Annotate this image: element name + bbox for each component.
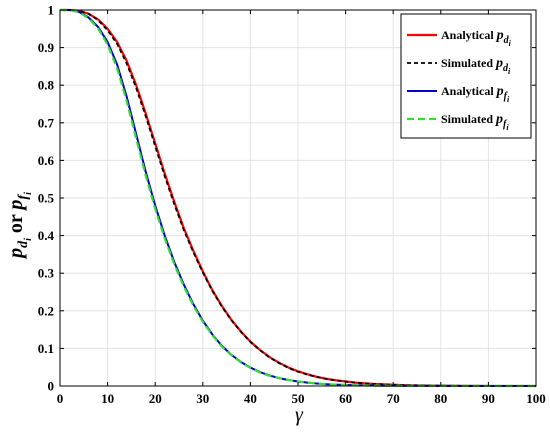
y-tick-label: 0 xyxy=(48,379,55,394)
y-label-sub1: d xyxy=(16,240,31,248)
legend-subsubscript: i xyxy=(507,95,510,104)
x-tick-label: 80 xyxy=(434,391,447,406)
legend-label-3: Analytical pfi xyxy=(441,84,510,104)
x-tick-label: 100 xyxy=(526,391,546,406)
legend-symbol: p xyxy=(496,28,504,43)
y-tick-label: 0.2 xyxy=(38,303,54,318)
y-tick-label: 0.8 xyxy=(38,78,55,93)
x-tick-label: 70 xyxy=(387,391,400,406)
x-tick-label: 50 xyxy=(292,391,305,406)
y-tick-label: 1 xyxy=(48,3,55,18)
legend-text: Simulated xyxy=(441,112,496,126)
legend-text: Simulated xyxy=(441,56,496,70)
y-tick-label: 0.6 xyxy=(38,153,55,168)
legend-label-1: Analytical pdi xyxy=(441,28,512,48)
y-tick-label: 0.9 xyxy=(38,40,55,55)
y-label-sub2: f xyxy=(16,194,31,200)
x-tick-label: 0 xyxy=(57,391,64,406)
y-tick-label: 0.1 xyxy=(38,341,54,356)
svg-text:pdi or pfi: pdi or pfi xyxy=(5,192,34,260)
y-label-subsub2: i xyxy=(23,192,34,195)
legend-subsubscript: i xyxy=(509,39,512,48)
legend-subscript: f xyxy=(504,91,509,102)
y-tick-label: 0.3 xyxy=(38,266,55,281)
x-tick-label: 20 xyxy=(149,391,162,406)
x-axis-label: γ xyxy=(295,404,304,426)
legend-label-4: Simulated pfi xyxy=(441,112,509,132)
x-tick-label: 10 xyxy=(101,391,114,406)
legend-symbol: p xyxy=(495,112,503,127)
legend-symbol: p xyxy=(496,84,504,99)
axis-ticks: 0 10 20 30 40 50 60 70 80 90 100 0 0.1 0.2 0.3 0.4 0.5 0.… xyxy=(38,3,546,407)
legend-subscript: f xyxy=(503,119,508,130)
y-tick-label: 0.5 xyxy=(38,191,55,206)
y-label-p2: p xyxy=(5,200,27,212)
y-label-p1: p xyxy=(5,248,27,260)
legend-label-2: Simulated pdi xyxy=(441,56,511,76)
legend-subscript: d xyxy=(504,35,510,46)
legend-text: Analytical xyxy=(441,84,497,98)
y-axis-label: pdi or pfi xyxy=(5,192,34,260)
y-tick-label: 0.4 xyxy=(38,228,55,243)
y-label-or: or xyxy=(5,210,27,239)
x-tick-label: 30 xyxy=(196,391,209,406)
x-tick-label: 90 xyxy=(482,391,495,406)
legend-subscript: d xyxy=(503,63,509,74)
legend-symbol: p xyxy=(495,56,503,71)
y-tick-label: 0.7 xyxy=(38,115,55,130)
x-tick-label: 40 xyxy=(244,391,257,406)
y-label-subsub1: i xyxy=(23,238,34,241)
legend-subsubscript: i xyxy=(506,123,509,132)
x-tick-label: 60 xyxy=(339,391,352,406)
legend-text: Analytical xyxy=(441,28,497,42)
legend-subsubscript: i xyxy=(508,67,511,76)
